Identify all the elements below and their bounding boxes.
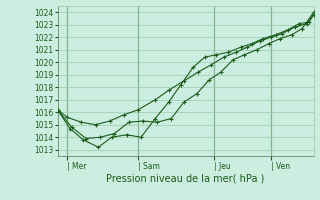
- X-axis label: Pression niveau de la mer( hPa ): Pression niveau de la mer( hPa ): [107, 173, 265, 183]
